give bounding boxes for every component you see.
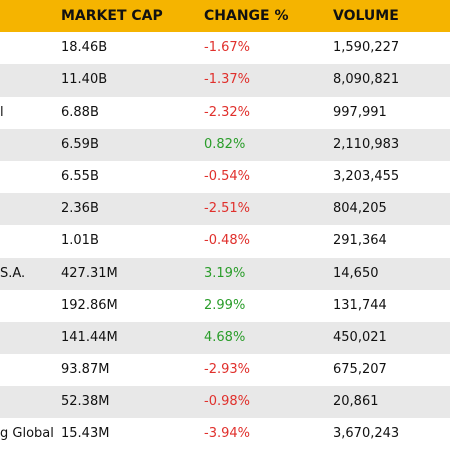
market-cap-cell: 6.55B: [61, 168, 99, 184]
change-cell: -1.67%: [204, 40, 250, 56]
volume-cell: 3,203,455: [333, 168, 400, 184]
change-cell: 3.19%: [204, 265, 246, 281]
volume-cell: 675,207: [333, 362, 387, 378]
change-cell: -0.98%: [204, 394, 250, 410]
table-row[interactable]: 18.46B -1.67% 1,590,227: [0, 32, 450, 64]
table-row[interactable]: g Global ( 15.43M -3.94% 3,670,243: [0, 418, 450, 450]
table-row[interactable]: S.A. 427.31M 3.19% 14,650: [0, 257, 450, 290]
change-cell: -2.51%: [204, 201, 250, 217]
volume-cell: 2,110,983: [333, 136, 400, 152]
table-row[interactable]: 93.87M -2.93% 675,207: [0, 354, 450, 386]
volume-cell: 997,991: [333, 104, 387, 120]
change-cell: 2.99%: [204, 297, 246, 313]
change-cell: -3.94%: [204, 426, 250, 442]
market-cap-cell: 192.86M: [61, 297, 118, 313]
volume-cell: 14,650: [333, 265, 379, 281]
change-cell: -1.37%: [204, 72, 250, 88]
change-cell: -0.54%: [204, 168, 250, 184]
market-cap-cell: 6.88B: [61, 104, 99, 120]
table-row[interactable]: 141.44M 4.68% 450,021: [0, 321, 450, 355]
column-header: MARKET CAP: [61, 8, 163, 24]
market-cap-cell: 427.31M: [61, 265, 118, 281]
column-header: CHANGE %: [204, 8, 289, 24]
volume-cell: 131,744: [333, 297, 387, 313]
market-cap-cell: 1.01B: [61, 233, 99, 249]
column-header: VOLUME: [333, 8, 399, 24]
table-row[interactable]: 1.01B -0.48% 291,364: [0, 225, 450, 257]
volume-cell: 8,090,821: [333, 72, 400, 88]
header-row: MARKET CAP CHANGE % VOLUME: [0, 0, 450, 33]
change-cell: 0.82%: [204, 136, 246, 152]
table-row[interactable]: 192.86M 2.99% 131,744: [0, 290, 450, 322]
change-cell: -0.48%: [204, 233, 250, 249]
volume-cell: 1,590,227: [333, 40, 400, 56]
table-row[interactable]: 6.55B -0.54% 3,203,455: [0, 161, 450, 193]
volume-cell: 450,021: [333, 329, 387, 345]
change-cell: -2.93%: [204, 362, 250, 378]
table-row[interactable]: 52.38M -0.98% 20,861: [0, 386, 450, 419]
market-cap-cell: 18.46B: [61, 40, 108, 56]
volume-cell: 291,364: [333, 233, 387, 249]
name-cell: l: [0, 104, 4, 120]
change-cell: 4.68%: [204, 329, 246, 345]
name-cell: g Global (: [0, 426, 56, 442]
table-row[interactable]: 11.40B -1.37% 8,090,821: [0, 64, 450, 97]
table-row[interactable]: 6.59B 0.82% 2,110,983: [0, 128, 450, 161]
market-cap-cell: 6.59B: [61, 136, 99, 152]
market-cap-cell: 141.44M: [61, 329, 118, 345]
volume-cell: 3,670,243: [333, 426, 400, 442]
volume-cell: 804,205: [333, 201, 387, 217]
table-row[interactable]: 2.36B -2.51% 804,205: [0, 193, 450, 226]
table-row[interactable]: l 6.88B -2.32% 997,991: [0, 97, 450, 129]
change-cell: -2.32%: [204, 104, 250, 120]
volume-cell: 20,861: [333, 394, 379, 410]
market-cap-cell: 2.36B: [61, 201, 99, 217]
market-cap-cell: 11.40B: [61, 72, 108, 88]
market-cap-cell: 93.87M: [61, 362, 110, 378]
market-cap-cell: 15.43M: [61, 426, 110, 442]
name-cell: S.A.: [0, 265, 26, 281]
market-cap-cell: 52.38M: [61, 394, 110, 410]
